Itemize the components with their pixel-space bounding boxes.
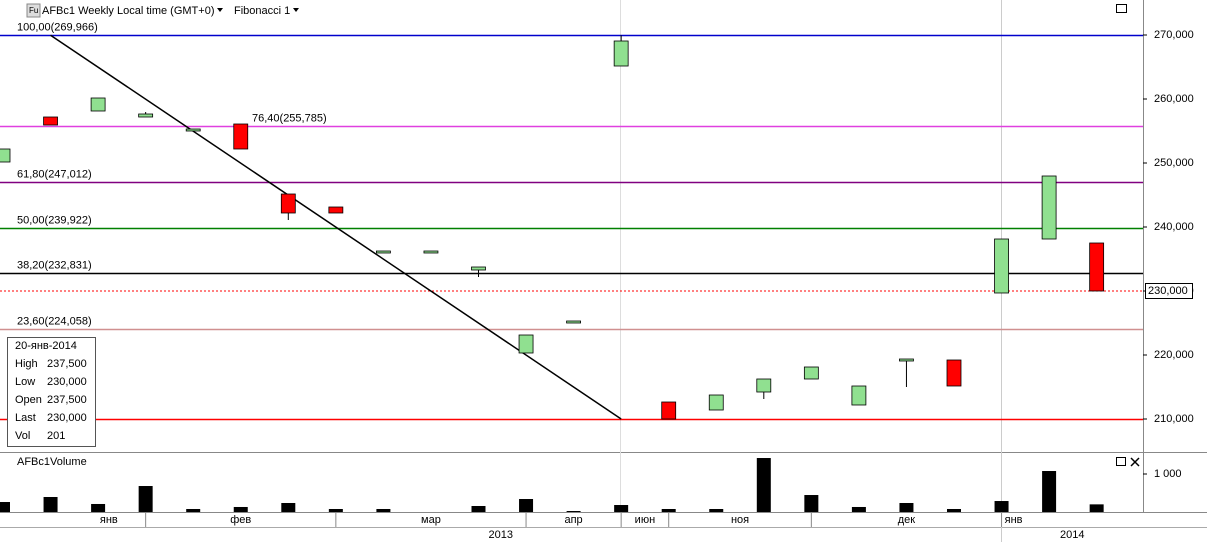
volume-title: AFBc1Volume [17,456,87,468]
x-tick-label: апр [564,514,582,526]
symbol-icon[interactable] [26,3,41,18]
info-box-frame [7,337,96,447]
info-label: Vol [15,430,30,442]
candle-body [328,206,344,214]
volume-bar [756,458,771,512]
x-tick-label: дек [898,514,916,526]
candle-body [566,320,581,324]
candle-body [90,97,106,112]
volume-bar [947,508,961,512]
candle-body [756,378,772,393]
volume-bar [43,496,58,512]
volume-bar [91,503,106,512]
candle-body [994,238,1009,294]
volume-bar [614,505,629,512]
x-tick-label: июн [635,514,655,526]
candle-body [708,394,724,411]
volume-bar [0,502,10,512]
fibonacci-label: 61,80(247,012) [17,168,92,180]
maximize-button[interactable] [1116,4,1127,13]
candle-body [946,359,962,387]
y-tick-label: 1 000 [1154,468,1182,480]
volume-bar [328,508,343,512]
fibonacci-label: 100,00(269,966) [17,21,98,33]
x-tick-label: мар [421,514,441,526]
year-label: 2013 [489,529,513,541]
volume-bar [1042,471,1057,512]
y-tick-label: 240,000 [1154,221,1194,233]
volume-bar [376,508,391,512]
x-tick-label: фев [230,514,251,526]
volume-bar [1089,504,1104,512]
candle-body [138,113,154,118]
info-box: 20-янв-2014 High 237,500 Low 230,000 Open 237… [7,337,96,447]
volume-bar [186,508,201,512]
volume-bar [804,495,819,512]
volume-bar [471,505,486,512]
trendline [50,34,622,420]
info-label: Low [15,376,35,388]
volume-bar [661,508,676,512]
last-price-label: 230,000 [1148,285,1188,297]
volume-bar [566,511,581,512]
study-name[interactable]: Fibonacci 1 [234,5,290,17]
info-label: Open [15,394,42,406]
candle-body [0,148,11,163]
dropdown-arrow[interactable] [217,8,223,12]
close-button[interactable] [1130,457,1140,467]
info-value: 237,500 [47,358,87,370]
volume-bar [233,506,248,512]
info-label: Last [15,412,36,424]
volume-bar [281,502,296,512]
y-tick-label: 270,000 [1154,29,1194,41]
volume-bar [138,486,153,512]
info-value: 201 [47,430,65,442]
fibonacci-label: 76,40(255,785) [252,112,327,124]
volume-bar [709,508,724,512]
info-date: 20-янв-2014 [15,340,77,352]
candle-body [851,385,867,406]
y-tick-label: 260,000 [1154,93,1194,105]
fibonacci-label: 50,00(239,922) [17,214,92,226]
candle-body [43,116,58,126]
info-value: 230,000 [47,376,87,388]
candle-body [661,401,677,420]
candle-body [518,334,534,354]
x-tick-label: янв [1005,514,1023,526]
header-title[interactable]: AFBc1 Weekly Local time (GMT+0) [42,5,214,17]
fibonacci-label: 38,20(232,831) [17,259,92,271]
maximize-button[interactable] [1116,457,1126,466]
candle-body [471,266,486,271]
volume-bar [519,499,534,512]
y-tick-label: 250,000 [1154,157,1194,169]
candle-body [233,123,249,150]
x-tick-label: янв [100,514,118,526]
info-value: 237,500 [47,394,87,406]
candle-body [280,193,296,214]
last-price-box [1145,283,1193,300]
candle-body [1041,175,1057,240]
x-tick-label: ноя [731,514,749,526]
dropdown-arrow[interactable] [293,8,299,12]
volume-bar [851,506,866,512]
symbol-icon-text: Fu [29,6,38,15]
volume-bar [899,502,914,512]
info-value: 230,000 [47,412,87,424]
info-label: High [15,358,38,370]
candle-body [899,358,914,362]
candle-body [423,250,439,254]
fibonacci-label: 23,60(224,058) [17,315,92,327]
volume-bar [994,501,1009,512]
candle-body [375,250,391,254]
candle-body [613,40,629,67]
candle-body [803,366,819,380]
y-tick-label: 210,000 [1154,413,1194,425]
y-tick-label: 220,000 [1154,349,1194,361]
year-label: 2014 [1060,529,1084,541]
candle-body [1089,242,1105,292]
candle-body [185,128,201,132]
